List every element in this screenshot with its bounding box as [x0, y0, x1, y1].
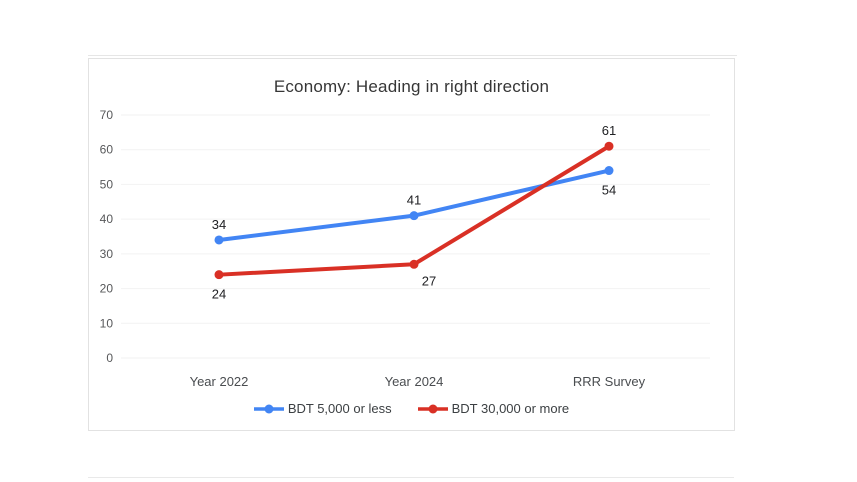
y-axis-tick-label: 40: [100, 212, 114, 226]
data-point-marker: [409, 259, 419, 269]
data-point-marker: [604, 141, 614, 151]
series-line: [217, 144, 611, 277]
data-point-label: 54: [602, 183, 616, 198]
y-axis-tick-label: 50: [100, 177, 114, 191]
data-point-label: 24: [212, 287, 226, 302]
legend-item: BDT 5,000 or less: [253, 401, 392, 416]
data-point-marker: [409, 211, 419, 221]
y-axis-tick-label: 60: [100, 143, 114, 157]
data-point-marker: [214, 270, 224, 280]
x-axis-label: RRR Survey: [573, 374, 646, 389]
chart-legend: BDT 5,000 or less BDT 30,000 or more: [89, 401, 734, 416]
y-axis-tick-label: 20: [100, 282, 114, 296]
y-axis-tick-label: 70: [100, 108, 114, 122]
data-point-label: 61: [602, 123, 616, 138]
x-axis-label: Year 2024: [385, 374, 444, 389]
legend-label: BDT 30,000 or more: [451, 401, 570, 416]
chart-svg: 0 10 20 30 40 50 60 70 Year 2022 Year 2024 RRR Sur…: [100, 108, 710, 389]
data-point-label: 34: [212, 217, 226, 232]
legend-line-marker-icon: [253, 404, 284, 413]
data-point-marker: [604, 166, 614, 176]
chart-title: Economy: Heading in right direction: [273, 77, 550, 96]
data-point-label: 27: [422, 273, 436, 288]
legend-item: BDT 30,000 or more: [417, 401, 570, 416]
legend-label: BDT 5,000 or less: [287, 401, 392, 416]
chart-card[interactable]: Economy: Heading in right direction 0 10 2…: [88, 58, 735, 431]
y-axis-tick-label: 0: [106, 351, 113, 365]
divider-line-bottom: [88, 477, 734, 478]
data-point-label: 41: [407, 193, 421, 208]
divider-line-top: [88, 55, 737, 56]
legend-line-marker-icon: [417, 404, 448, 413]
y-axis-tick-label: 10: [100, 316, 114, 330]
data-point-marker: [214, 235, 224, 245]
y-axis-tick-label: 30: [100, 247, 114, 261]
x-axis-label: Year 2022: [190, 374, 249, 389]
